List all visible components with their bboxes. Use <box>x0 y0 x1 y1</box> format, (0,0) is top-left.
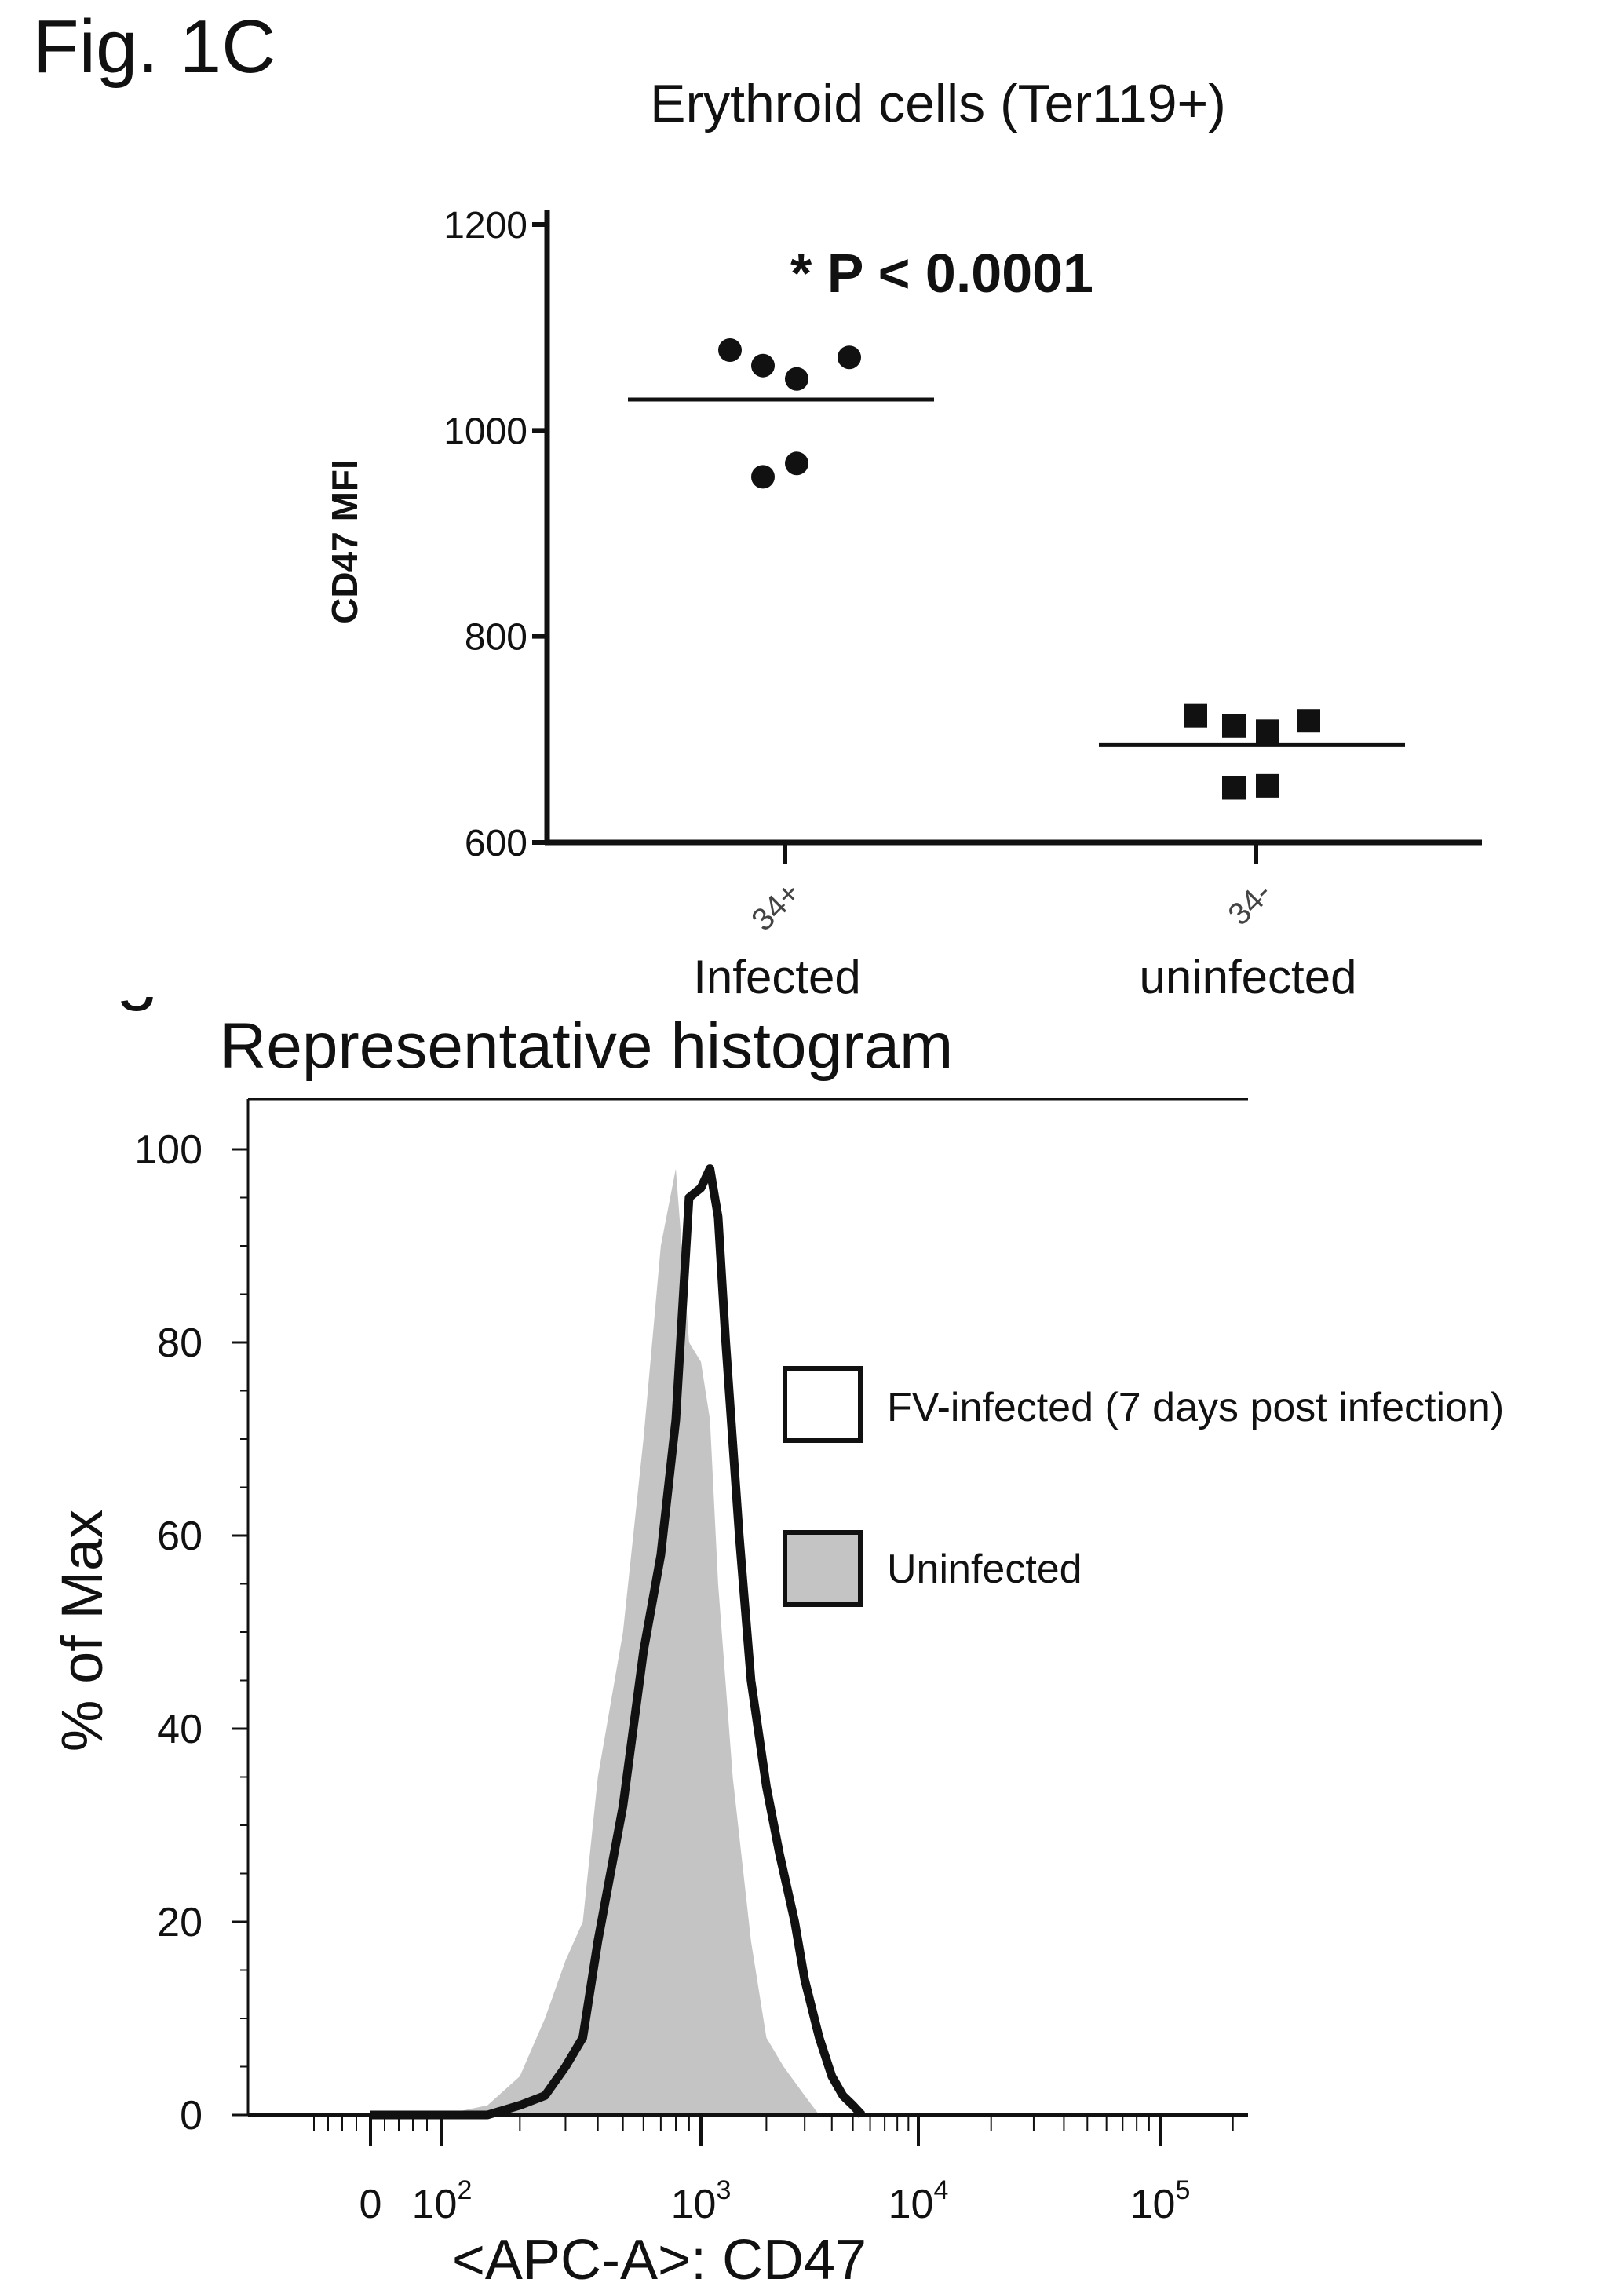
fig1d-ytick-label: 0 <box>180 2093 203 2138</box>
fig1c-chart: Fig. 1C Erythroid cells (Ter119+) * P < … <box>33 5 1482 997</box>
uninfected-histogram <box>370 1168 819 2115</box>
fig1d-xlabel: <APC-A>: CD47 <box>452 2229 867 2290</box>
fig1d-ylabel: % of Max <box>49 1510 115 1751</box>
fig1c-point-infected <box>718 338 742 363</box>
fig1d-ytick-label: 20 <box>157 1900 203 1945</box>
fig1c-point-infected <box>751 353 775 378</box>
fig1d-chart: Fig. 1D Representative histogram % of Ma… <box>49 997 1504 2290</box>
fig1c-ytick-label: 600 <box>465 823 527 864</box>
fig1c-point-uninfected <box>1222 714 1246 738</box>
fig1c-ytick-label: 1200 <box>443 205 527 247</box>
fig1c-point-uninfected <box>1297 709 1320 733</box>
fig1d-xtick-label: 103 <box>671 2175 732 2227</box>
fig1c-title: Erythroid cells (Ter119+) <box>650 74 1226 133</box>
fig1d-xtick-label: 105 <box>1130 2175 1191 2227</box>
legend-swatch-uninfected <box>783 1530 863 1607</box>
fig1d-ytick-label: 80 <box>157 1320 203 1366</box>
fig1c-point-uninfected <box>1256 773 1279 798</box>
legend-label-infected: FV-infected (7 days post infection) <box>887 1385 1504 1430</box>
fig1c-point-infected <box>751 465 775 489</box>
fig1d-label: Fig. 1D <box>53 997 296 1012</box>
fig1c-xtick-label: 34- <box>1221 875 1278 932</box>
fig1d-ytick-label: 100 <box>134 1127 203 1173</box>
legend-label-uninfected: Uninfected <box>887 1547 1082 1592</box>
fig1c-annotation: * P < 0.0001 <box>790 243 1093 304</box>
fig1c-ytick-label: 800 <box>465 617 527 659</box>
fig1c-point-uninfected <box>1222 776 1246 800</box>
fig1d-xtick-label: 104 <box>889 2175 949 2227</box>
fig1c-ytick-label: 1000 <box>443 411 527 452</box>
fig1d-xtick-label: 102 <box>412 2175 473 2227</box>
fig1c-point-infected <box>838 345 861 370</box>
fig1d-ytick-label: 40 <box>157 1707 203 1752</box>
fig1c-category-label: uninfected <box>1140 951 1357 997</box>
fig1c-point-infected <box>785 451 808 476</box>
fig1c-ylabel: CD47 MFI <box>324 459 365 624</box>
fig1d-xtick-label: 0 <box>359 2182 382 2227</box>
fig1d-ytick-label: 60 <box>157 1514 203 1559</box>
fig1c-point-infected <box>785 367 808 391</box>
fig1c-point-uninfected <box>1256 719 1279 743</box>
fig1c-label: Fig. 1C <box>33 5 276 89</box>
fig1d-title: Representative histogram <box>220 1010 953 1082</box>
fig1c-xtick-label: 34+ <box>745 875 807 937</box>
legend-swatch-infected <box>783 1366 863 1443</box>
infected-histogram <box>370 1164 866 2120</box>
fig1c-point-uninfected <box>1184 703 1207 728</box>
fig1c-category-label: Infected <box>693 951 861 997</box>
